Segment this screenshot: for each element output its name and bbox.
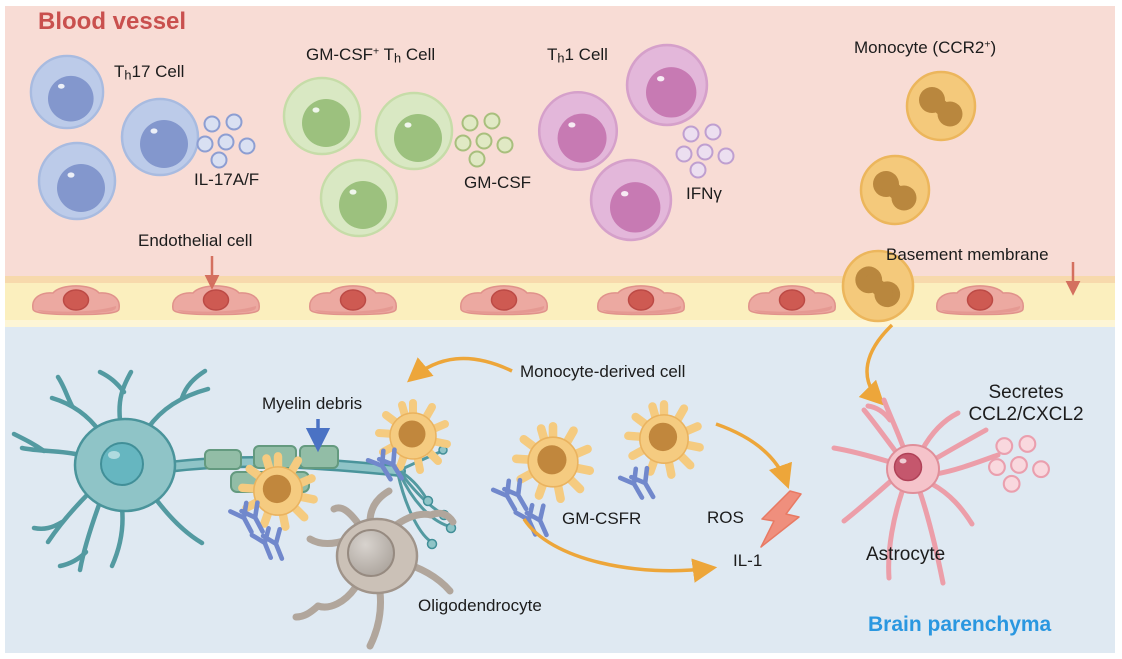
monocyte-cell: [861, 156, 929, 224]
monocyte-to-astrocyte-arrow: [858, 323, 894, 406]
gmcsf-label: GM-CSF: [464, 173, 532, 192]
monocyte-cell: [907, 72, 975, 140]
monocyte-label: Monocyte (CCR2+): [854, 38, 997, 57]
membrane-bottom-border: [5, 320, 1115, 327]
il1-arrow: [522, 518, 718, 583]
gmcsf-th-cell-label: GM-CSF+ Th Cell: [306, 45, 436, 66]
brain-parenchyma-title: Brain parenchyma: [868, 613, 1052, 636]
gmcsf-th-cell: [321, 160, 397, 236]
oligodendrocyte-label: Oligodendrocyte: [418, 596, 542, 615]
ros-arrow: [715, 422, 792, 489]
astrocyte-nucleus: [893, 452, 923, 482]
ifny-label: IFNγ: [686, 184, 722, 203]
ros-label: ROS: [707, 508, 744, 527]
basement-membrane-label: Basement membrane: [886, 245, 1049, 264]
gmcsf-th-cell: [376, 93, 452, 169]
astrocyte-label: Astrocyte: [866, 544, 946, 565]
ros-lightning-icon: [760, 490, 802, 548]
neuron-nucleus: [100, 442, 144, 486]
astrocyte-cell: [831, 397, 1001, 586]
blood-vessel-title: Blood vessel: [38, 8, 187, 35]
il17af-label: IL-17A/F: [194, 170, 260, 189]
myelin-segment: [299, 445, 339, 469]
monocyte-derived-cell-label: Monocyte-derived cell: [520, 362, 686, 381]
oligodendrocyte-nucleus: [347, 529, 395, 577]
endothelial-cell-label: Endothelial cell: [138, 231, 253, 250]
myelin-debris-label: Myelin debris: [262, 394, 363, 413]
gmcsfr-label: GM-CSFR: [562, 509, 642, 528]
th1-cell: [627, 45, 707, 125]
gmcsf-th-cell: [284, 78, 360, 154]
th17-cell: [39, 143, 115, 219]
th17-cell: [30, 55, 104, 129]
th1-cell: [539, 92, 617, 170]
secretes-ccl2-cxcl2-label: Secretes CCL2/CXCL2: [968, 382, 1084, 425]
membrane-top-border: [5, 276, 1115, 283]
il1-label: IL-1: [733, 551, 763, 570]
neuron-dendrites: [11, 368, 211, 573]
astrocyte-nucleus-highlight: [899, 458, 907, 464]
monocyte-derived-label-arrow: [407, 356, 513, 383]
th17-cell: [122, 99, 198, 175]
th1-cell-label: Th1 Cell: [547, 45, 608, 66]
myelin-segment: [204, 449, 242, 470]
th17-cell-label: Th17 Cell: [114, 62, 185, 83]
oligodendrocyte-cell: [292, 487, 457, 650]
th1-cell: [591, 160, 671, 240]
neuron-nucleus-highlight: [108, 451, 120, 459]
